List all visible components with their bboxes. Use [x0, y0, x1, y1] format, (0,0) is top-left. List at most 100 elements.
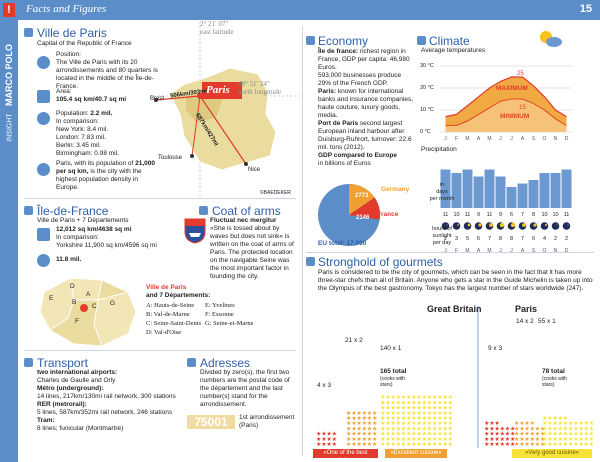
michelin-star: ★: [390, 441, 395, 448]
idf-title: Île-de-France: [37, 204, 109, 218]
michelin-star: ★: [442, 425, 447, 432]
sun-hours-value: 8: [510, 236, 513, 242]
michelin-star: ★: [437, 420, 442, 427]
michelin-star: ★: [573, 441, 578, 448]
michelin-star: ★: [542, 420, 547, 427]
coord-east-value: 2° 21′ 07″: [200, 20, 229, 28]
month-label: A: [521, 136, 525, 142]
michelin-star: ★: [510, 431, 515, 438]
sun-hours-value: 7: [521, 236, 524, 242]
michelin-star: ★: [524, 431, 529, 438]
michelin-star: ★: [563, 425, 568, 432]
michelin-star: ★: [448, 431, 453, 438]
michelin-star: ★: [390, 436, 395, 443]
michelin-star: ★: [316, 441, 321, 448]
michelin-star: ★: [406, 399, 411, 406]
transport-l2: Charles de Gaulle and Orly: [37, 377, 116, 384]
gb-total-sub: (cooks with stars): [380, 376, 406, 388]
map-paris-label: Paris: [206, 84, 230, 96]
michelin-star: ★: [385, 394, 390, 401]
michelin-star: ★: [432, 399, 437, 406]
michelin-star: ★: [448, 415, 453, 422]
michelin-star: ★: [356, 441, 361, 448]
michelin-star: ★: [510, 436, 515, 443]
michelin-star: ★: [540, 441, 545, 448]
sun-hours-value: 3: [455, 236, 458, 242]
eu-total: EU total: 17,960: [318, 240, 367, 247]
section-marker: [24, 358, 33, 367]
michelin-star: ★: [484, 436, 489, 443]
michelin-star: ★: [346, 420, 351, 427]
michelin-star: ★: [406, 420, 411, 427]
michelin-star: ★: [351, 415, 356, 422]
michelin-star: ★: [351, 425, 356, 432]
michelin-star: ★: [380, 394, 385, 401]
paris-label-box: [202, 82, 242, 99]
michelin-star: ★: [416, 436, 421, 443]
michelin-star: ★: [401, 415, 406, 422]
paris-count-1: 55 x 1: [538, 318, 556, 325]
michelin-star: ★: [427, 436, 432, 443]
transport-l5: RER (metrorail):: [37, 401, 87, 408]
page-number: 15: [579, 3, 592, 15]
population-berlin: Berlin: 3.45 mil.: [56, 142, 101, 149]
sun-fill: [446, 224, 448, 226]
michelin-star: ★: [542, 441, 547, 448]
france-shape: [169, 67, 277, 171]
michelin-star: ★: [524, 420, 529, 427]
michelin-star: ★: [411, 425, 416, 432]
economy-title: Economy: [318, 34, 369, 48]
michelin-star: ★: [448, 425, 453, 432]
weather-icon: [540, 31, 562, 47]
michelin-star: ★: [406, 410, 411, 417]
michelin-star: ★: [326, 431, 331, 438]
michelin-star: ★: [530, 436, 535, 443]
michelin-star: ★: [448, 405, 453, 412]
michelin-star: ★: [519, 431, 524, 438]
michelin-star: ★: [494, 436, 499, 443]
michelin-star: ★: [416, 394, 421, 401]
rain-axis: in days per month: [426, 182, 458, 203]
michelin-star: ★: [390, 405, 395, 412]
sun-month-label: N: [554, 248, 558, 254]
michelin-star: ★: [390, 431, 395, 438]
michelin-star: ★: [346, 425, 351, 432]
transport-title: Transport: [37, 356, 88, 370]
michelin-star: ★: [406, 436, 411, 443]
coord-north: 48° 51′ 24″ north longitude: [238, 80, 281, 96]
month-label: J: [499, 136, 502, 142]
michelin-star: ★: [427, 441, 432, 448]
france-value: 2146: [356, 215, 370, 221]
coat-text: »She is tossed about by waves but does n…: [210, 225, 294, 280]
michelin-star: ★: [584, 420, 589, 427]
tick-20: 20 °C: [420, 85, 434, 91]
letter-e: E: [49, 295, 54, 302]
michelin-star: ★: [573, 425, 578, 432]
header-bar: Facts and Figures 15: [0, 0, 600, 20]
michelin-star: ★: [427, 425, 432, 432]
area-icon: [37, 228, 50, 241]
rain-bar: [484, 169, 495, 208]
sun-hours-value: 4: [543, 236, 546, 242]
rain-bar: [539, 173, 550, 208]
michelin-star: ★: [401, 420, 406, 427]
month-label: F: [455, 136, 458, 142]
michelin-star: ★: [547, 431, 552, 438]
michelin-star: ★: [584, 431, 589, 438]
coord-north-value: 48° 51′ 24″: [238, 80, 270, 88]
michelin-star: ★: [589, 420, 594, 427]
michelin-star: ★: [437, 399, 442, 406]
idf-area-compare: In comparison:: [56, 234, 99, 241]
tick-30: 30 °C: [420, 63, 434, 69]
michelin-star: ★: [552, 441, 557, 448]
michelin-star: ★: [589, 441, 594, 448]
letter-d: D: [70, 283, 75, 290]
michelin-star: ★: [552, 415, 557, 422]
michelin-star: ★: [437, 436, 442, 443]
rain-bar: [517, 183, 528, 208]
sun-axis-1: hours of: [432, 226, 452, 232]
michelin-star: ★: [427, 394, 432, 401]
michelin-star: ★: [442, 410, 447, 417]
population-block: Population: 2.2 mil. In comparison: New …: [56, 110, 146, 158]
idf-area: 12,012 sq km/4638 sq mi: [56, 226, 132, 233]
